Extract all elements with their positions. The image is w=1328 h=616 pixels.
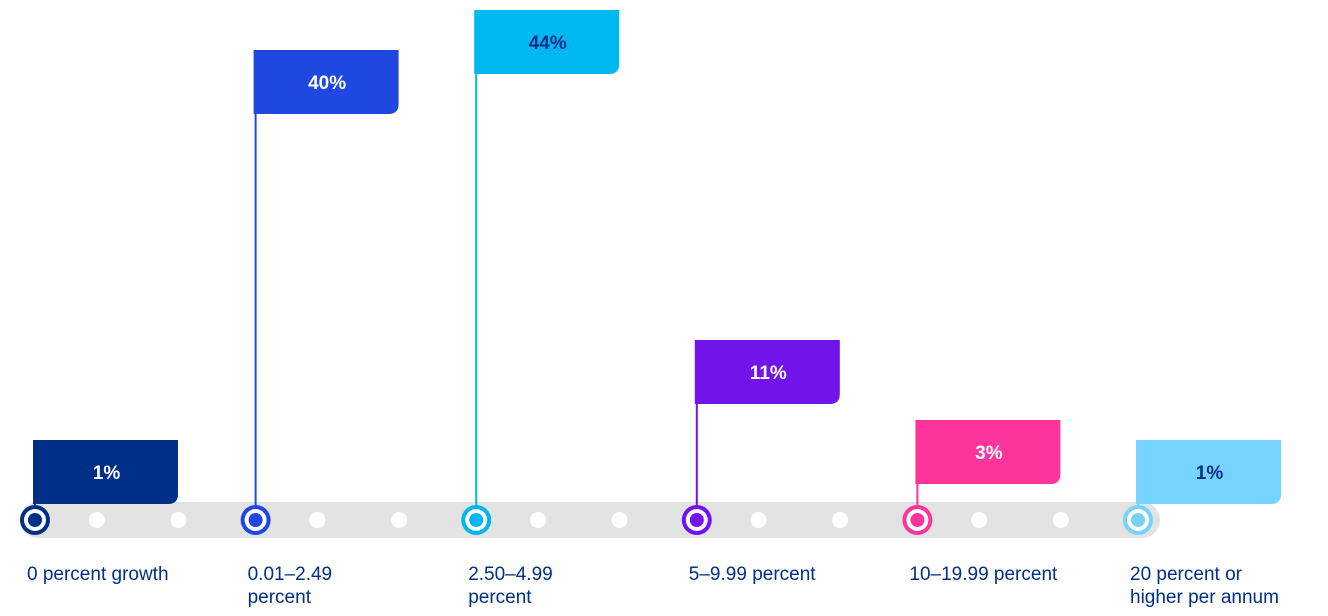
category-label: 10–19.99 percent	[909, 564, 1058, 585]
point-core	[248, 513, 263, 527]
category-label: 5–9.99 percent	[688, 564, 816, 585]
track-dot	[529, 512, 546, 528]
value-label: 44%	[529, 33, 567, 54]
category-label: 0 percent growth	[27, 564, 169, 585]
point-core	[910, 513, 925, 527]
category-label: 20 percent or higher per annum	[1130, 564, 1279, 608]
category-label: 0.01–2.49 percent	[247, 564, 333, 608]
flag	[33, 440, 178, 504]
value-label: 3%	[975, 443, 1003, 464]
point-core	[1131, 513, 1145, 527]
track-dot	[390, 512, 407, 528]
flag	[253, 50, 399, 114]
point-core	[689, 513, 704, 527]
value-label: 1%	[1196, 463, 1224, 484]
track-dot	[309, 512, 326, 528]
point-core	[469, 513, 484, 527]
value-label: 1%	[93, 463, 121, 484]
track-dot	[832, 512, 849, 528]
flag	[694, 340, 840, 404]
track-dot	[750, 512, 767, 528]
track-dot	[88, 512, 105, 528]
flag	[1136, 440, 1281, 504]
track-dot	[971, 512, 988, 528]
track-dot	[611, 512, 628, 528]
flag	[915, 420, 1061, 484]
track	[20, 502, 1160, 538]
point-core	[28, 513, 42, 527]
track-dot	[1052, 512, 1069, 528]
track-dot	[170, 512, 187, 528]
value-label: 11%	[750, 363, 787, 384]
value-label: 40%	[308, 73, 346, 94]
category-label: 2.50–4.99 percent	[468, 564, 553, 608]
flag	[474, 10, 620, 74]
